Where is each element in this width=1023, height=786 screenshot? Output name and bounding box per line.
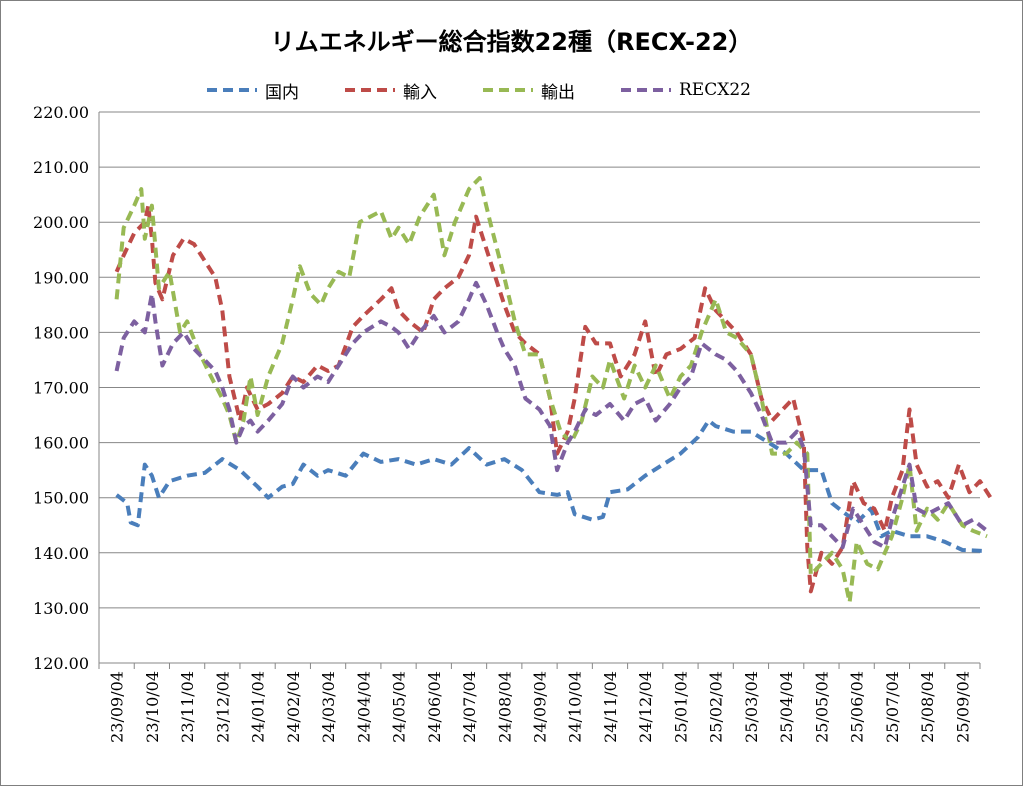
y-tick-label: 140.00 [33,544,89,563]
legend-swatch [207,88,257,92]
x-tick-label: 24/12/04 [636,671,655,743]
y-tick-label: 190.00 [33,268,89,287]
y-tick-label: 160.00 [33,434,89,453]
legend-item: 輸入 [343,78,437,103]
x-tick-label: 25/09/04 [953,671,972,743]
x-tick-label: 25/01/04 [671,671,690,743]
chart-title: リムエネルギー総合指数22種（RECX-22） [270,28,753,56]
y-tick-label: 130.00 [33,599,89,618]
y-tick-label: 120.00 [33,654,89,673]
legend-item: RECX22 [619,78,751,102]
x-tick-label: 25/04/04 [777,671,796,743]
legend-item: 輸出 [481,78,575,103]
x-tick-label: 24/02/04 [284,671,303,743]
y-tick-label: 200.00 [33,213,89,232]
legend-swatch [345,88,395,92]
legend-label: 国内 [265,82,299,103]
x-tick-label: 24/10/04 [566,671,585,743]
x-tick-label: 24/09/04 [531,671,550,743]
x-tick-label: 23/09/04 [108,671,127,743]
x-tick-label: 24/05/04 [390,671,409,743]
legend-swatch [483,88,533,92]
x-tick-label: 24/01/04 [249,671,268,743]
legend-swatch [621,88,671,92]
y-tick-label: 180.00 [33,323,89,342]
x-tick-label: 24/08/04 [495,671,514,743]
x-tick-label: 25/06/04 [848,671,867,743]
x-tick-label: 23/11/04 [178,671,197,743]
x-tick-label: 25/08/04 [918,671,937,743]
y-tick-label: 210.00 [33,158,89,177]
series-line-0 [115,418,988,554]
series-line-2 [114,176,988,605]
y-tick-label: 150.00 [33,489,89,508]
x-tick-label: 24/04/04 [354,671,373,743]
y-tick-label: 170.00 [33,379,89,398]
x-tick-label: 25/07/04 [883,671,902,743]
x-tick-label: 24/03/04 [319,671,338,743]
x-tick-label: 23/10/04 [143,671,162,743]
legend-label: RECX22 [679,80,751,100]
legend-label: 輸入 [403,82,437,103]
x-tick-label: 25/02/04 [707,671,726,743]
x-tick-label: 25/03/04 [742,671,761,743]
x-tick-label: 24/06/04 [425,671,444,743]
legend-item: 国内 [205,78,299,103]
y-tick-label: 220.00 [33,103,89,122]
legend-label: 輸出 [541,82,575,103]
series-line-3 [114,280,989,550]
x-tick-label: 25/05/04 [812,671,831,743]
x-tick-label: 24/11/04 [601,671,620,743]
x-tick-label: 23/12/04 [213,671,232,743]
x-tick-label: 24/07/04 [460,671,479,743]
legend: 国内 輸入 輸出 RECX22 [205,78,751,103]
